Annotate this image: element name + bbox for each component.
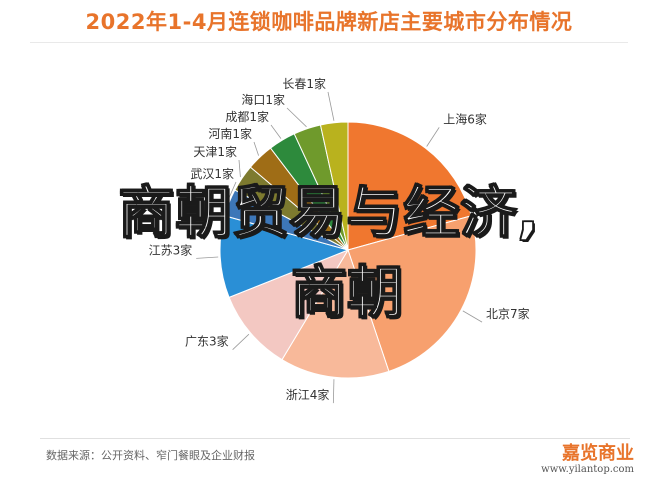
- leader-line: [462, 310, 483, 323]
- brand-name: 嘉览商业: [562, 443, 634, 464]
- leader-line: [226, 181, 237, 203]
- slice-label: 上海6家: [443, 111, 487, 126]
- leader-line: [253, 141, 259, 156]
- leader-line: [232, 333, 250, 350]
- pie-leader-lines: [196, 91, 483, 404]
- overlay-heading: 商朝贸易与经济,: [118, 180, 540, 247]
- slice-label: 北京7家: [486, 306, 530, 321]
- pie-slice: [228, 248, 350, 361]
- leader-line: [196, 256, 219, 259]
- slice-label: 浙江4家: [286, 387, 330, 402]
- slice-label: 海口1家: [241, 92, 285, 107]
- chart-title: 2022年1-4月连锁咖啡品牌新店主要城市分布情况: [85, 10, 573, 34]
- pie-slices: [219, 121, 477, 379]
- slice-label: 武汉1家: [190, 166, 234, 181]
- slice-label: 长春1家: [282, 76, 326, 91]
- footer-divider: [40, 438, 630, 439]
- pie-slice: [347, 215, 477, 372]
- brand-url: www.yilantop.com: [541, 464, 634, 475]
- pie-slice: [347, 121, 472, 251]
- slice-label: 天津1家: [193, 144, 237, 159]
- pie-slice: [219, 215, 350, 299]
- leader-line: [332, 379, 335, 404]
- brand-logo: 嘉览商业 www.yilantop.com: [541, 443, 634, 476]
- slice-label: 成都1家: [225, 109, 269, 124]
- leader-line: [426, 127, 440, 147]
- data-source-note: 数据来源：公开资料、窄门餐眼及企业财报: [46, 449, 255, 462]
- slice-label: 广东3家: [185, 334, 229, 349]
- title-divider: [30, 42, 628, 43]
- leader-line: [270, 124, 282, 139]
- pie-slice: [319, 121, 349, 251]
- slice-label: 河南1家: [208, 126, 252, 141]
- leader-line: [327, 91, 335, 121]
- pie-slice: [281, 248, 390, 379]
- leader-line: [286, 107, 307, 128]
- leader-line: [238, 159, 241, 178]
- overlay-subheading: 商朝: [290, 260, 404, 327]
- slice-label: 江苏3家: [149, 242, 193, 257]
